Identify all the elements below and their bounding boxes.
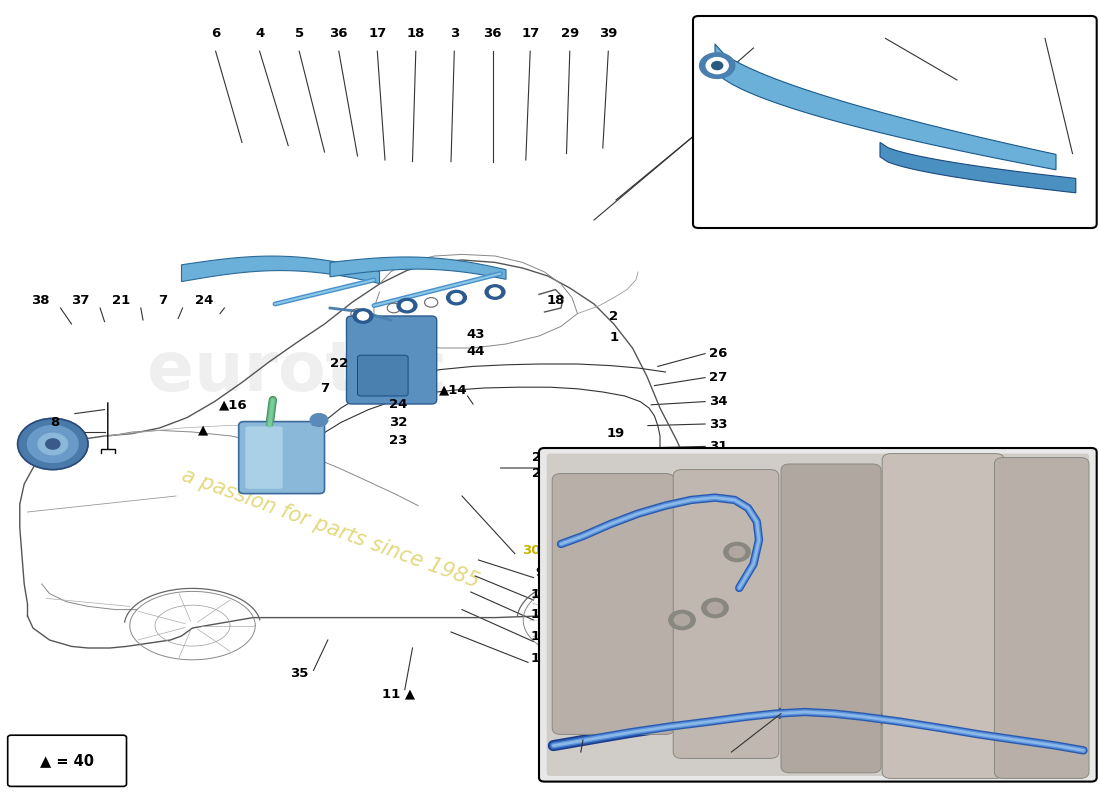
Text: 15 ▲: 15 ▲: [531, 587, 564, 600]
FancyBboxPatch shape: [552, 474, 674, 734]
Circle shape: [712, 62, 723, 70]
Text: 33: 33: [710, 418, 728, 430]
Polygon shape: [880, 142, 1076, 193]
Circle shape: [490, 288, 500, 296]
Polygon shape: [182, 256, 380, 283]
Text: 35: 35: [290, 667, 308, 680]
FancyBboxPatch shape: [547, 454, 1089, 776]
Text: ▲14: ▲14: [439, 384, 468, 397]
Text: 1: 1: [609, 331, 618, 344]
Text: 18: 18: [547, 294, 564, 306]
Circle shape: [729, 546, 745, 558]
FancyBboxPatch shape: [245, 426, 283, 489]
Text: 36: 36: [484, 27, 502, 40]
Text: 11 ▲: 11 ▲: [382, 688, 415, 701]
FancyBboxPatch shape: [994, 458, 1089, 778]
Text: 38: 38: [32, 294, 50, 306]
Text: a passion for parts since 1985: a passion for parts since 1985: [178, 465, 482, 591]
Circle shape: [724, 542, 750, 562]
Text: 27: 27: [710, 371, 728, 384]
FancyBboxPatch shape: [882, 454, 1004, 778]
FancyBboxPatch shape: [239, 422, 324, 494]
Text: 31: 31: [710, 440, 728, 453]
Circle shape: [700, 53, 735, 78]
FancyBboxPatch shape: [346, 316, 437, 404]
Text: 19: 19: [607, 427, 625, 440]
Circle shape: [397, 298, 417, 313]
Text: 44: 44: [466, 346, 484, 358]
Circle shape: [447, 290, 466, 305]
Text: 9 ▲: 9 ▲: [536, 566, 560, 578]
Text: 32: 32: [389, 416, 407, 429]
Text: 30: 30: [522, 544, 540, 557]
Text: 21: 21: [112, 294, 130, 306]
Text: 22: 22: [330, 358, 348, 370]
Circle shape: [674, 614, 690, 626]
FancyBboxPatch shape: [781, 464, 881, 773]
Text: 43: 43: [466, 328, 484, 341]
Polygon shape: [330, 257, 506, 279]
FancyBboxPatch shape: [673, 470, 779, 758]
Text: 39: 39: [600, 27, 617, 40]
Text: eurotec: eurotec: [147, 338, 447, 406]
Circle shape: [669, 610, 695, 630]
FancyBboxPatch shape: [8, 735, 126, 786]
Circle shape: [18, 418, 88, 470]
Circle shape: [358, 312, 368, 320]
Text: 24: 24: [389, 398, 407, 410]
Text: 23: 23: [389, 434, 407, 446]
Text: 17: 17: [368, 27, 386, 40]
Text: 26: 26: [710, 347, 728, 360]
Text: ▲ = 40: ▲ = 40: [40, 754, 95, 768]
Circle shape: [28, 426, 78, 462]
Text: 29: 29: [561, 27, 579, 40]
Text: 4: 4: [255, 27, 264, 40]
FancyBboxPatch shape: [693, 16, 1097, 228]
Text: 6: 6: [211, 27, 220, 40]
Text: 12 ▲: 12 ▲: [531, 630, 564, 642]
Circle shape: [485, 285, 505, 299]
Circle shape: [706, 58, 728, 74]
Text: 13 ▲: 13 ▲: [531, 651, 564, 664]
Text: 5: 5: [295, 27, 304, 40]
Text: ▲16: ▲16: [219, 398, 248, 411]
Text: 36: 36: [330, 27, 348, 40]
Circle shape: [702, 598, 728, 618]
Text: ▲: ▲: [198, 424, 209, 437]
Circle shape: [46, 439, 59, 449]
Text: 3: 3: [450, 27, 459, 40]
Text: 17: 17: [521, 27, 539, 40]
Circle shape: [310, 414, 328, 426]
Polygon shape: [715, 44, 1056, 170]
Text: 7: 7: [320, 382, 329, 394]
Text: 42: 42: [745, 37, 762, 50]
Text: 31: 31: [723, 752, 740, 765]
Text: 24: 24: [196, 294, 213, 306]
Circle shape: [353, 309, 373, 323]
Text: 30: 30: [572, 752, 590, 765]
Text: 8: 8: [51, 416, 59, 429]
Text: 7: 7: [158, 294, 167, 306]
Text: 37: 37: [72, 294, 89, 306]
Circle shape: [451, 294, 462, 302]
FancyBboxPatch shape: [358, 355, 408, 396]
Text: 25: 25: [532, 451, 550, 464]
Text: 2: 2: [609, 310, 618, 322]
Text: 41: 41: [1053, 27, 1070, 40]
Circle shape: [39, 434, 67, 454]
FancyBboxPatch shape: [539, 448, 1097, 782]
Text: 20: 20: [532, 467, 550, 480]
Text: 18: 18: [407, 27, 425, 40]
Text: 34: 34: [710, 395, 728, 408]
Circle shape: [707, 602, 723, 614]
Circle shape: [402, 302, 412, 310]
Text: 28: 28: [877, 27, 894, 40]
Text: 10 ▲: 10 ▲: [531, 608, 564, 621]
